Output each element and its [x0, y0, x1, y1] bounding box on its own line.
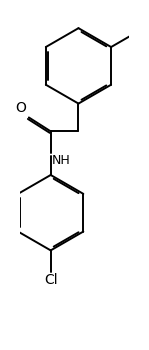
Text: NH: NH: [52, 154, 70, 167]
Text: O: O: [15, 102, 26, 116]
Text: Cl: Cl: [44, 273, 58, 287]
